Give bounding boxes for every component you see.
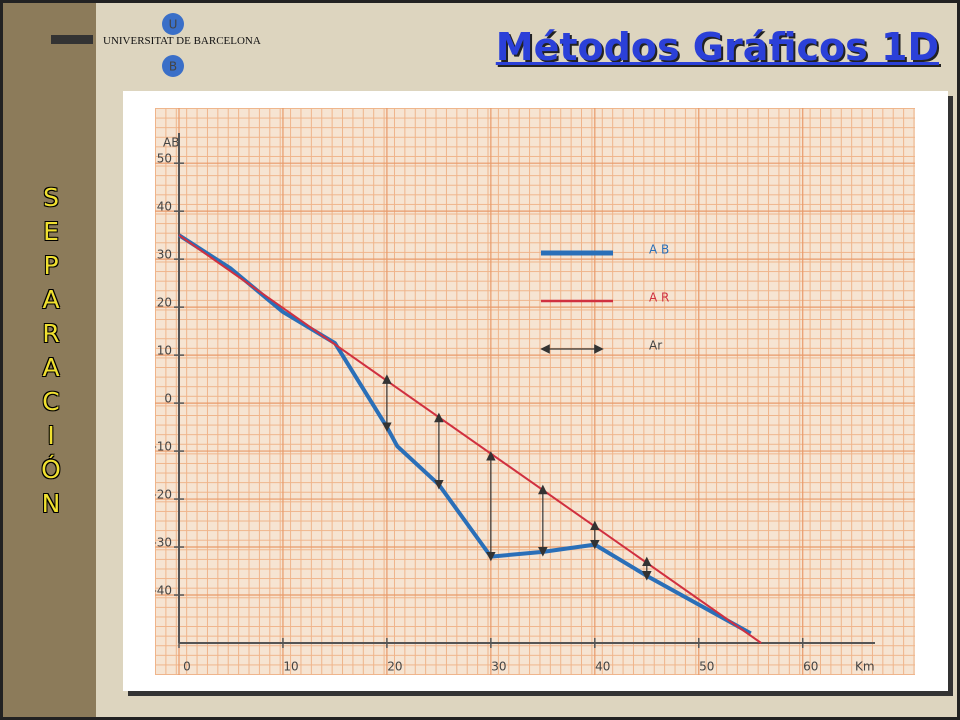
section-label: SEPARACIÓN: [41, 183, 61, 518]
y-tick-label: 0: [164, 392, 172, 406]
x-axis-label: Km: [855, 660, 875, 674]
legend-label: A B: [649, 243, 669, 257]
y-axis-label: AB: [163, 136, 179, 150]
legend-label: Ar: [649, 339, 662, 353]
university-name: UNIVERSITAT DE BARCELONA: [103, 35, 261, 47]
logo-building: [51, 35, 93, 44]
y-tick-label: -40: [155, 584, 172, 598]
svg-text:U: U: [169, 18, 178, 32]
svg-text:B: B: [169, 60, 177, 74]
x-tick-label: 60: [803, 660, 818, 674]
y-tick-label: 20: [157, 296, 172, 310]
y-tick-label: 30: [157, 248, 172, 262]
slide-title: Métodos Gráficos 1D: [495, 25, 939, 69]
series-line: [178, 234, 762, 644]
sidebar: [3, 3, 96, 717]
x-tick-label: 20: [387, 660, 402, 674]
graph-paper: [155, 108, 915, 675]
chart: 50 40 30 20 10 0 -10 -20 -30 -40 0 10 20 30 40 50 60 AB Km…: [155, 108, 915, 675]
y-tick-label: 40: [157, 200, 172, 214]
y-tick-label: -30: [155, 536, 172, 550]
x-tick-label: 10: [283, 660, 298, 674]
y-tick-label: -10: [155, 440, 172, 454]
logo-emblem: U B: [162, 13, 184, 77]
x-tick-label: 50: [699, 660, 714, 674]
x-tick-label: 30: [491, 660, 506, 674]
y-tick-label: -20: [155, 488, 172, 502]
x-tick-label: 0: [183, 660, 191, 674]
x-tick-label: 40: [595, 660, 610, 674]
y-tick-label: 10: [157, 344, 172, 358]
y-tick-label: 50: [157, 152, 172, 166]
legend-label: A R: [649, 291, 669, 305]
